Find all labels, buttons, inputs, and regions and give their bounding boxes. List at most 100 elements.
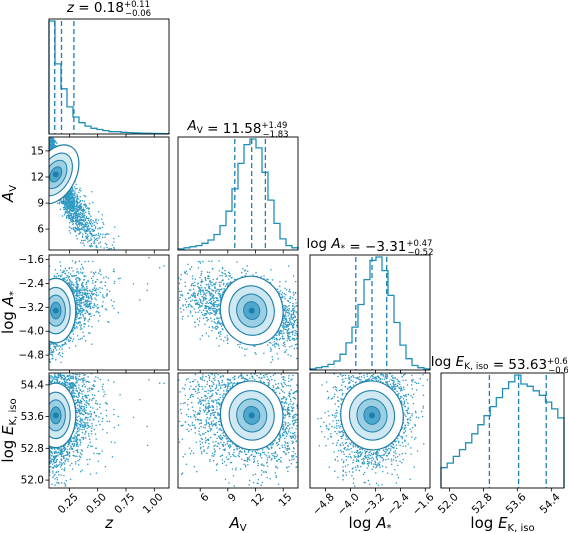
scatter-point xyxy=(81,266,84,268)
scatter-point xyxy=(75,260,77,263)
scatter-point xyxy=(65,209,68,211)
scatter-point xyxy=(83,292,85,294)
scatter-point xyxy=(96,278,98,281)
scatter-point xyxy=(74,190,76,192)
scatter-point xyxy=(271,338,274,340)
panel-z-vs-logA xyxy=(49,256,165,364)
scatter-point xyxy=(67,193,70,196)
scatter-point xyxy=(51,145,54,148)
scatter-point xyxy=(273,343,275,346)
scatter-point xyxy=(52,357,54,360)
scatter-point xyxy=(79,200,81,203)
scatter-point xyxy=(84,204,87,206)
scatter-point xyxy=(70,227,72,229)
scatter-point xyxy=(84,218,87,220)
scatter-point xyxy=(73,291,75,293)
scatter-point xyxy=(77,312,79,315)
scatter-point xyxy=(52,137,55,140)
scatter-point xyxy=(72,338,75,340)
scatter-point xyxy=(81,294,84,296)
scatter-point xyxy=(62,199,65,202)
scatter-point xyxy=(84,223,87,226)
scatter-point xyxy=(80,307,82,310)
scatter-point xyxy=(82,267,85,270)
scatter-point xyxy=(85,289,88,291)
scatter-point xyxy=(67,195,70,197)
scatter-point xyxy=(64,211,67,213)
scatter-point xyxy=(86,227,88,229)
scatter-point xyxy=(87,325,90,327)
scatter-point xyxy=(89,239,91,241)
scatter-point xyxy=(113,270,115,273)
scatter-point xyxy=(88,212,90,215)
scatter-point xyxy=(94,284,96,287)
scatter-point xyxy=(84,293,87,296)
scatter-point xyxy=(78,225,81,227)
scatter-point xyxy=(114,280,116,283)
scatter-point xyxy=(102,221,104,224)
scatter-point xyxy=(67,272,70,274)
scatter-point xyxy=(66,279,69,281)
scatter-point xyxy=(58,351,61,354)
scatter-point xyxy=(78,277,80,279)
scatter-point xyxy=(69,201,71,204)
scatter-point xyxy=(291,322,293,324)
scatter-point xyxy=(82,207,85,209)
scatter-point xyxy=(74,328,76,330)
scatter-point xyxy=(97,306,100,309)
scatter-point xyxy=(87,219,90,221)
scatter-point xyxy=(86,311,89,314)
scatter-point xyxy=(76,209,78,211)
scatter-point xyxy=(76,187,78,190)
scatter-point xyxy=(105,295,108,297)
scatter-point xyxy=(79,288,81,290)
scatter-point xyxy=(98,272,100,274)
scatter-point xyxy=(184,281,186,283)
scatter-point xyxy=(74,207,76,210)
scatter-point xyxy=(70,215,73,217)
scatter-point xyxy=(97,232,100,235)
scatter-point xyxy=(72,228,75,231)
scatter-point xyxy=(66,206,69,209)
scatter-point xyxy=(88,332,90,334)
scatter-point xyxy=(76,292,79,295)
scatter-point xyxy=(82,271,84,274)
scatter-point xyxy=(72,213,74,215)
scatter-point xyxy=(99,233,102,236)
scatter-point xyxy=(80,214,83,217)
scatter-point xyxy=(72,329,74,332)
scatter-point xyxy=(75,301,78,303)
scatter-point xyxy=(70,213,73,216)
scatter-point xyxy=(74,222,77,225)
scatter-point xyxy=(61,201,63,204)
scatter-point xyxy=(93,221,96,224)
scatter-point xyxy=(83,212,85,215)
scatter-point xyxy=(80,305,82,307)
scatter-point xyxy=(58,345,61,347)
scatter-point xyxy=(75,289,77,292)
scatter-point xyxy=(85,232,87,235)
scatter-point xyxy=(91,298,93,300)
scatter-point xyxy=(59,208,62,211)
scatter-point xyxy=(90,343,93,345)
scatter-point xyxy=(84,317,87,319)
scatter-point xyxy=(79,232,81,235)
scatter-point xyxy=(54,347,57,350)
scatter-point xyxy=(76,202,79,205)
scatter-point xyxy=(81,216,83,219)
scatter-point xyxy=(83,204,85,207)
scatter-point xyxy=(86,229,88,231)
scatter-point xyxy=(78,220,81,222)
scatter-point xyxy=(51,351,54,354)
scatter-point xyxy=(239,343,241,345)
scatter-point xyxy=(110,299,113,302)
scatter-point xyxy=(63,214,66,216)
scatter-point xyxy=(79,301,81,304)
scatter-point xyxy=(99,268,101,271)
scatter-point xyxy=(61,277,64,280)
scatter-point xyxy=(113,237,115,240)
scatter-point xyxy=(75,294,78,296)
scatter-point xyxy=(71,218,74,221)
scatter-point xyxy=(71,267,73,269)
scatter-point xyxy=(100,273,102,276)
